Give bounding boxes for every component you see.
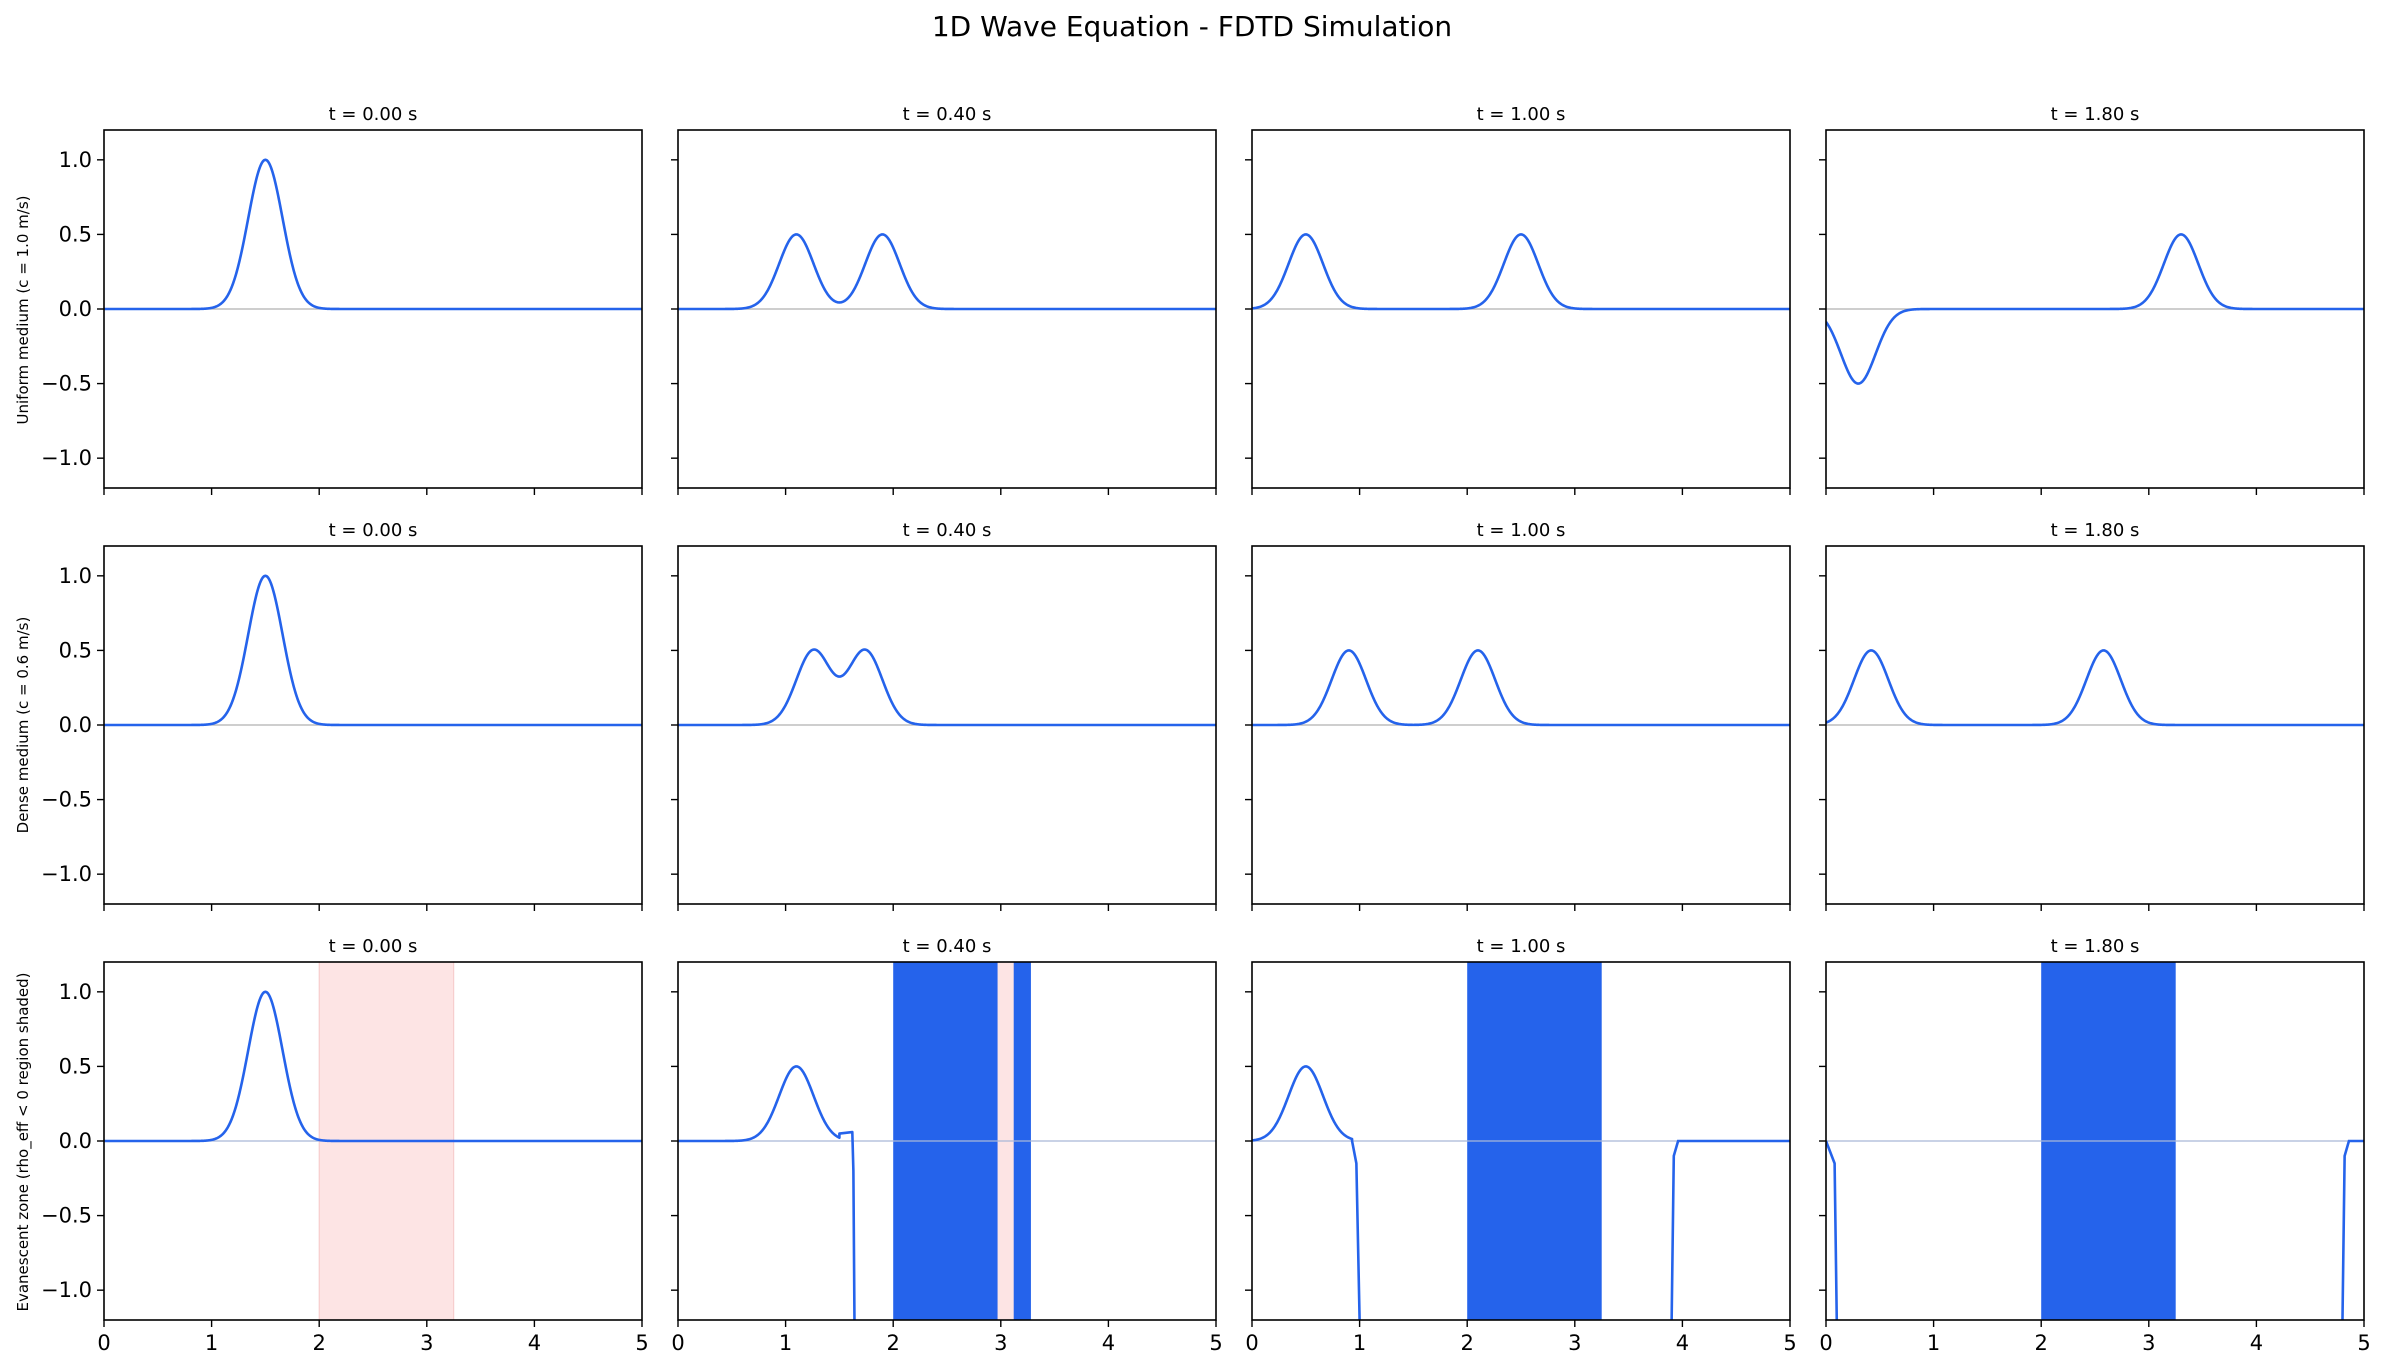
x-tick-label: 5 (2357, 1331, 2370, 1355)
x-tick-label: 1 (779, 1331, 792, 1355)
panel-r2-c3: t = 1.80 s 0 1 2 3 4 5 (1819, 936, 2371, 1355)
x-tick-label: 1 (1353, 1331, 1366, 1355)
x-tick-label: 4 (1676, 1331, 1689, 1355)
y-tick-label: 0.5 (59, 638, 92, 662)
wave-series-line (104, 158, 642, 311)
figure-title: 1D Wave Equation - FDTD Simulation (932, 10, 1452, 43)
panel-title: t = 1.80 s (2051, 936, 2140, 957)
y-tick-label: 1.0 (59, 148, 92, 172)
y-tick-label: −1.0 (41, 862, 92, 886)
x-tick-label: 2 (1461, 1331, 1474, 1355)
x-tick-label: 2 (2035, 1331, 2048, 1355)
x-tick-label: 1 (1927, 1331, 1940, 1355)
panel-r2-c1: t = 0.40 s 0 1 2 3 4 5 (671, 936, 1223, 1355)
panel-r1-c1: t = 0.40 s (671, 520, 1217, 911)
panel-r0-c0: t = 0.00 s 1.0 0.5 0.0 −0.5 −1.0 (41, 104, 643, 495)
row-label-uniform: Uniform medium (c = 1.0 m/s) (14, 196, 32, 425)
plot-area (678, 962, 1216, 1320)
wave-series-line (678, 648, 1216, 727)
x-tick-label: 4 (528, 1331, 541, 1355)
wave-series-line (1826, 1140, 1839, 1320)
panel-title: t = 1.00 s (1477, 104, 1566, 125)
wave-series-line (1252, 1065, 1361, 1320)
panel-title: t = 1.00 s (1477, 520, 1566, 541)
panel-r2-c0: t = 0.00 s 0 1 2 3 4 5 1.0 0.5 0.0 −0.5 −1.0 (41, 936, 649, 1355)
panel-r0-c2: t = 1.00 s (1245, 104, 1791, 495)
panel-title: t = 0.40 s (903, 104, 992, 125)
wave-series-line (1826, 649, 2364, 727)
x-tick-label: 1 (205, 1331, 218, 1355)
y-tick-label: −0.5 (41, 1204, 92, 1228)
row-label-evanescent: Evanescent zone (rho_eff < 0 region shad… (14, 972, 33, 1311)
y-tick-label: −0.5 (41, 788, 92, 812)
plot-area (104, 158, 642, 311)
y-tick-label: −1.0 (41, 446, 92, 470)
plot-area (104, 574, 642, 727)
wave-series-tail (1670, 1139, 1790, 1320)
panel-title: t = 0.00 s (329, 936, 418, 957)
panel-r1-c2: t = 1.00 s (1245, 520, 1791, 911)
plot-area (1826, 233, 2364, 385)
x-tick-label: 0 (1819, 1331, 1832, 1355)
x-tick-label: 5 (1783, 1331, 1796, 1355)
y-tick-label: 1.0 (59, 564, 92, 588)
plot-area (1252, 233, 1790, 311)
y-tick-label: 0.0 (59, 713, 92, 737)
panel-r1-c0: t = 0.00 s 1.0 0.5 0.0 −0.5 −1.0 (41, 520, 643, 911)
x-tick-label: 3 (2142, 1331, 2155, 1355)
panel-title: t = 1.80 s (2051, 104, 2140, 125)
panel-title: t = 0.40 s (903, 936, 992, 957)
x-tick-label: 2 (313, 1331, 326, 1355)
y-tick-label: 0.0 (59, 297, 92, 321)
panel-title: t = 0.40 s (903, 520, 992, 541)
panel-r0-c1: t = 0.40 s (671, 104, 1217, 495)
panel-title: t = 1.00 s (1477, 936, 1566, 957)
wave-series-line (104, 990, 642, 1143)
x-tick-label: 3 (420, 1331, 433, 1355)
row-label-dense: Dense medium (c = 0.6 m/s) (14, 617, 32, 834)
plot-area (1826, 649, 2364, 727)
x-tick-label: 0 (97, 1331, 110, 1355)
wave-series-line (104, 574, 642, 727)
x-tick-label: 3 (994, 1331, 1007, 1355)
panel-title: t = 0.00 s (329, 520, 418, 541)
x-tick-label: 0 (671, 1331, 684, 1355)
panel-title: t = 0.00 s (329, 104, 418, 125)
x-tick-label: 5 (635, 1331, 648, 1355)
x-tick-label: 3 (1568, 1331, 1581, 1355)
panel-title: t = 1.80 s (2051, 520, 2140, 541)
plot-area (678, 233, 1216, 311)
y-tick-label: 0.0 (59, 1129, 92, 1153)
plot-area (1826, 962, 2364, 1320)
x-tick-label: 0 (1245, 1331, 1258, 1355)
wave-series-line (1252, 233, 1790, 311)
x-tick-label: 2 (887, 1331, 900, 1355)
wave-series-line (678, 1065, 856, 1320)
plot-area (104, 962, 642, 1320)
x-tick-label: 4 (1102, 1331, 1115, 1355)
panel-r1-c3: t = 1.80 s (1819, 520, 2365, 911)
wave-series-line (678, 233, 1216, 311)
y-tick-label: 1.0 (59, 980, 92, 1004)
wave-series-line (1826, 233, 2364, 385)
panel-r0-c3: t = 1.80 s (1819, 104, 2365, 495)
y-tick-label: 0.5 (59, 1054, 92, 1078)
plot-area (1252, 962, 1790, 1320)
x-tick-label: 5 (1209, 1331, 1222, 1355)
row-labels: Uniform medium (c = 1.0 m/s) Dense mediu… (14, 196, 33, 1312)
wave-series-line (1252, 649, 1790, 727)
plot-area (678, 648, 1216, 727)
y-tick-label: 0.5 (59, 222, 92, 246)
plot-area (1252, 649, 1790, 727)
panel-r2-c2: t = 1.00 s 0 1 2 3 4 5 (1245, 936, 1797, 1355)
wave-series-tail (2341, 1139, 2364, 1320)
y-tick-label: −1.0 (41, 1278, 92, 1302)
x-tick-label: 4 (2250, 1331, 2263, 1355)
y-tick-label: −0.5 (41, 372, 92, 396)
